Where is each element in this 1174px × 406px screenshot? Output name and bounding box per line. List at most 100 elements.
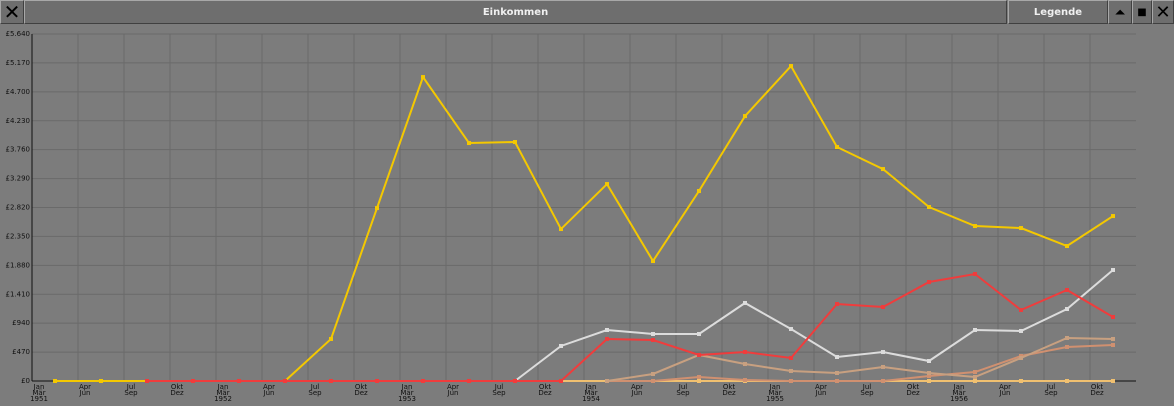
data-point — [789, 327, 793, 332]
data-point — [421, 75, 425, 80]
x-tick-label: Okt — [723, 383, 736, 391]
data-point — [329, 336, 333, 341]
window-title[interactable]: Einkommen — [24, 0, 1007, 24]
data-point — [513, 379, 517, 383]
data-point — [927, 374, 931, 379]
data-point — [651, 338, 655, 343]
y-tick-label: £5.170 — [6, 59, 31, 67]
data-point — [1111, 336, 1115, 341]
data-point — [1019, 328, 1023, 333]
data-point — [835, 379, 839, 383]
x-tick-label: Jun — [815, 389, 827, 397]
collapse-button[interactable]: ⏶ — [1108, 0, 1132, 24]
data-point — [559, 227, 563, 232]
close-button[interactable]: ✕ — [1152, 0, 1174, 24]
legend-button[interactable]: Legende — [1008, 0, 1108, 24]
x-tick-label: Sep — [860, 389, 874, 397]
data-point — [973, 370, 977, 375]
data-point — [1065, 379, 1069, 383]
data-point — [927, 280, 931, 285]
data-point — [1065, 307, 1069, 312]
data-point — [835, 302, 839, 307]
x-tick-label: Sep — [1044, 389, 1058, 397]
data-point — [1111, 379, 1115, 383]
data-point — [1111, 315, 1115, 320]
data-point — [651, 379, 655, 383]
pin-button[interactable]: ■ — [1132, 0, 1152, 24]
x-tick-label: Mär — [952, 389, 965, 397]
data-point — [789, 355, 793, 360]
x-tick-label: 1955 — [766, 395, 784, 403]
data-point — [421, 379, 425, 383]
x-tick-label: Okt — [539, 383, 552, 391]
x-tick-label: Apr — [79, 383, 91, 391]
close-button[interactable]: ✕ — [0, 0, 24, 24]
data-point — [927, 205, 931, 210]
data-point — [191, 379, 195, 383]
data-point — [973, 375, 977, 380]
data-point — [881, 379, 885, 383]
y-tick-label: £2.820 — [6, 204, 31, 212]
series-line — [147, 272, 1114, 382]
data-point — [835, 371, 839, 376]
data-point — [1019, 308, 1023, 313]
data-point — [743, 350, 747, 355]
x-tick-label: Jun — [631, 389, 643, 397]
data-point — [1111, 214, 1115, 219]
y-tick-label: £1.410 — [6, 290, 31, 298]
x-tick-label: Dez — [722, 389, 736, 397]
data-point — [697, 375, 701, 380]
data-point — [697, 189, 701, 194]
data-point — [513, 140, 517, 145]
x-tick-label: Sep — [124, 389, 138, 397]
x-tick-label: Jul — [126, 383, 136, 391]
data-point — [605, 336, 609, 341]
x-tick-label: 1954 — [582, 395, 600, 403]
data-point — [743, 378, 747, 383]
x-tick-label: Jul — [1046, 383, 1056, 391]
data-point — [237, 379, 241, 383]
x-tick-label: Jan — [217, 383, 229, 391]
data-point — [53, 379, 57, 383]
data-point — [927, 359, 931, 364]
x-tick-label: Apr — [631, 383, 643, 391]
y-tick-label: £0 — [21, 377, 30, 385]
data-point — [789, 64, 793, 69]
data-point — [973, 272, 977, 277]
x-tick-label: Sep — [676, 389, 690, 397]
x-tick-label: Mär — [768, 389, 781, 397]
y-tick-label: £470 — [12, 348, 30, 356]
x-tick-label: Okt — [1091, 383, 1104, 391]
data-point — [1019, 379, 1023, 383]
data-point — [697, 379, 701, 383]
x-tick-label: Dez — [170, 389, 184, 397]
y-tick-label: £2.350 — [6, 232, 31, 240]
data-point — [789, 379, 793, 383]
data-point — [835, 145, 839, 150]
data-point — [1065, 344, 1069, 349]
data-point — [605, 182, 609, 187]
data-point — [605, 379, 609, 383]
data-point — [743, 362, 747, 367]
x-tick-label: Jan — [769, 383, 781, 391]
x-tick-label: Jul — [862, 383, 872, 391]
data-point — [375, 379, 379, 383]
x-tick-label: Apr — [999, 383, 1011, 391]
data-point — [743, 114, 747, 119]
x-tick-label: Mär — [584, 389, 597, 397]
data-point — [651, 331, 655, 336]
y-tick-label: £3.290 — [6, 175, 31, 183]
x-tick-label: Jul — [310, 383, 320, 391]
x-tick-label: Jun — [263, 389, 275, 397]
x-tick-label: Okt — [355, 383, 368, 391]
data-point — [559, 343, 563, 348]
data-point — [743, 300, 747, 305]
x-tick-label: 1956 — [950, 395, 968, 403]
data-point — [283, 379, 287, 383]
data-point — [881, 167, 885, 172]
x-tick-label: Sep — [492, 389, 506, 397]
x-tick-label: Mär — [400, 389, 413, 397]
data-point — [1065, 335, 1069, 340]
x-tick-label: Mär — [32, 389, 45, 397]
x-tick-label: Apr — [447, 383, 459, 391]
